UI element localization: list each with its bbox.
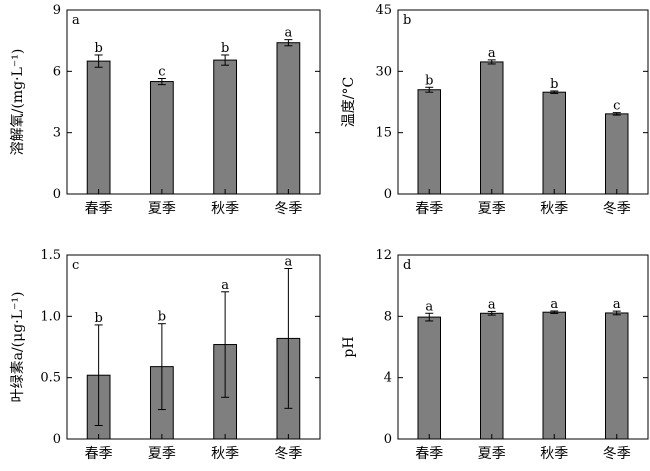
significance-label: a: [488, 297, 496, 312]
significance-label: c: [158, 64, 165, 79]
category-label: 春季: [415, 446, 443, 462]
bar-b-0: [417, 89, 441, 195]
bar-d-2: [542, 311, 566, 440]
significance-label: b: [425, 73, 433, 88]
bar-b-1: [480, 61, 504, 195]
category-label: 夏季: [478, 446, 506, 462]
y-tick-label: 1.5: [40, 248, 61, 263]
bar-a-2: [213, 59, 238, 195]
y-tick-label: 0: [53, 432, 61, 447]
significance-label: b: [94, 41, 102, 56]
y-tick-label: 0: [384, 187, 392, 202]
panel-b: 0 15 30 45 b 春季 a 夏季 b 秋季 c 冬季 b 温度/°C: [341, 3, 649, 217]
panel-letter: a: [72, 13, 80, 28]
significance-label: c: [613, 99, 620, 114]
significance-label: b: [158, 310, 166, 325]
bar-a-1: [149, 81, 174, 195]
axes-frame: [66, 254, 321, 440]
bar-d-1: [480, 312, 504, 440]
y-tick-label: 0: [53, 187, 61, 202]
category-label: 夏季: [148, 446, 176, 462]
significance-label: a: [221, 278, 229, 293]
y-tick-label: 30: [375, 64, 392, 79]
y-axis-label: 叶绿素a/(μg·L⁻¹): [10, 292, 26, 403]
significance-label: b: [221, 41, 229, 56]
y-tick-label: 8: [384, 309, 392, 324]
category-label: 冬季: [274, 446, 302, 462]
y-tick-label: 6: [53, 64, 61, 79]
category-label: 冬季: [274, 201, 302, 217]
panel-letter: d: [403, 258, 411, 273]
y-tick-label: 1.0: [40, 309, 61, 324]
bar-b-2: [542, 91, 566, 195]
significance-label: a: [488, 46, 496, 61]
panel-letter: c: [72, 258, 79, 273]
y-tick-label: 45: [375, 3, 392, 18]
y-axis-label: 温度/°C: [341, 77, 357, 127]
category-label: 秋季: [211, 446, 239, 462]
significance-label: a: [550, 297, 558, 312]
y-tick-label: 0: [384, 432, 392, 447]
bar-a-0: [86, 60, 111, 195]
y-tick-label: 9: [53, 3, 61, 18]
axes-frame: [397, 254, 649, 440]
significance-label: b: [550, 77, 558, 92]
axes-frame: [397, 9, 649, 195]
y-tick-label: 15: [375, 126, 392, 141]
y-tick-label: 12: [375, 248, 392, 263]
bar-d-0: [417, 316, 441, 440]
panel-a: 0 3 6 9 b 春季 c 夏季 b 秋季 a 冬季 a 溶解氧/(mg·L⁻¹): [10, 3, 321, 217]
category-label: 秋季: [540, 201, 568, 217]
panel-d: 0 4 8 12 a 春季 a 夏季 a 秋季 a 冬季 d pH: [341, 248, 649, 462]
y-axis-label: 溶解氧/(mg·L⁻¹): [10, 49, 26, 156]
category-label: 冬季: [603, 201, 631, 217]
bar-d-3: [605, 312, 629, 440]
category-label: 春季: [415, 201, 443, 217]
panel-c: 0 0.5 1.0 1.5 b 春季 b 夏季 a 秋季 a 冬季 c 叶绿素a/(μg·L⁻¹): [10, 248, 321, 462]
category-label: 夏季: [148, 201, 176, 217]
y-axis-label: pH: [341, 336, 357, 357]
significance-label: b: [94, 311, 102, 326]
panel-letter: b: [403, 13, 411, 28]
bar-b-3: [605, 113, 629, 195]
category-label: 冬季: [603, 446, 631, 462]
category-label: 春季: [85, 201, 113, 217]
category-label: 春季: [85, 446, 113, 462]
significance-label: a: [284, 26, 292, 41]
category-label: 秋季: [540, 446, 568, 462]
significance-label: a: [425, 299, 433, 314]
category-label: 秋季: [211, 201, 239, 217]
y-tick-label: 3: [53, 126, 61, 141]
axes-frame: [66, 9, 321, 195]
bar-a-3: [276, 42, 301, 195]
y-tick-label: 4: [384, 371, 392, 386]
significance-label: a: [284, 254, 292, 269]
category-label: 夏季: [478, 201, 506, 217]
significance-label: a: [613, 297, 621, 312]
y-tick-label: 0.5: [40, 371, 61, 386]
